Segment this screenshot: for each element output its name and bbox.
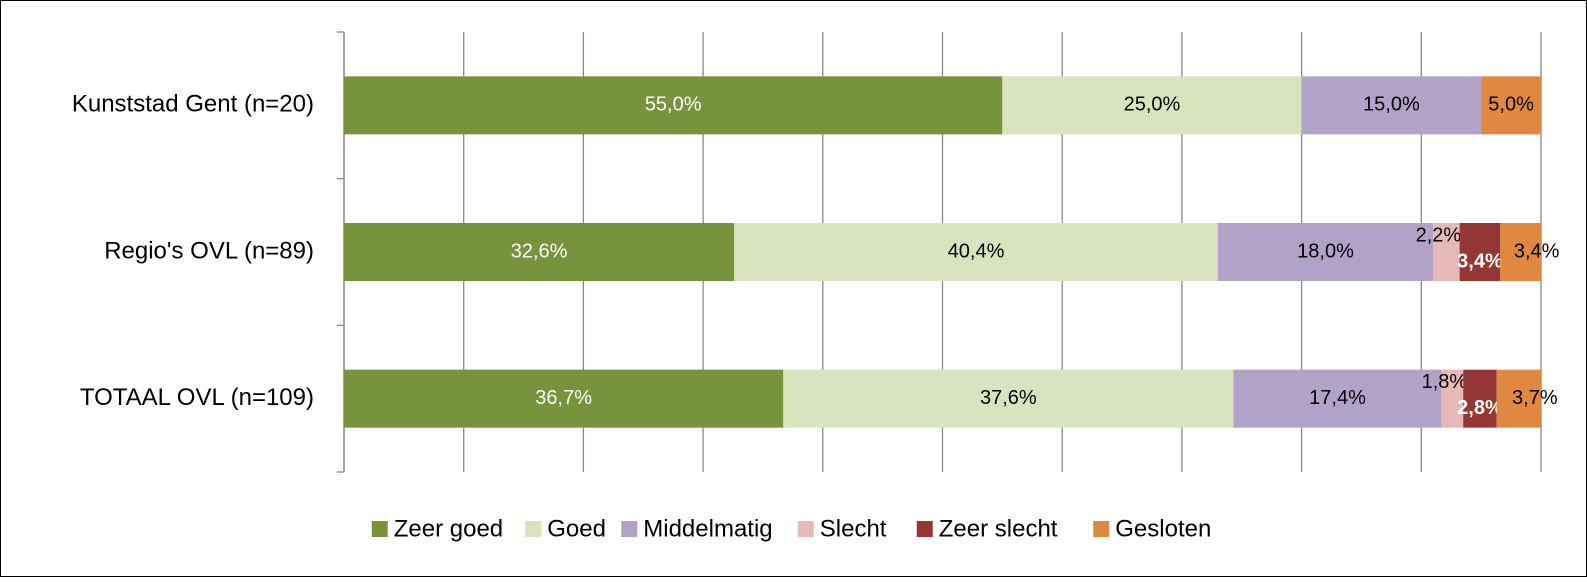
- bar-segment: [1433, 223, 1460, 281]
- legend-label: Zeer goed: [394, 515, 503, 542]
- bar-segment: [1301, 76, 1482, 135]
- bar-segment: [734, 223, 1218, 281]
- data-label: 36,7%: [535, 387, 592, 409]
- bar-segment: [344, 76, 1003, 135]
- bar-segment: [344, 369, 784, 428]
- legend-label: Zeer slecht: [939, 515, 1058, 542]
- bar-segment: [1496, 369, 1541, 428]
- bar-segment: [1481, 76, 1541, 135]
- data-label: 5,0%: [1488, 94, 1534, 116]
- data-label: 15,0%: [1363, 94, 1420, 116]
- y-tick-label: Regio's OVL (n=89): [104, 237, 314, 264]
- data-label: 55,0%: [645, 94, 702, 116]
- bar-segment: [783, 369, 1234, 428]
- bar-segment: [1500, 223, 1541, 281]
- legend-swatch: [916, 521, 933, 537]
- legend-label: Gesloten: [1115, 515, 1211, 542]
- bar-segment: [1459, 223, 1501, 281]
- data-label: 2,8%: [1457, 397, 1503, 419]
- data-label: 37,6%: [980, 387, 1037, 409]
- y-tick-label: TOTAAL OVL (n=109): [80, 384, 314, 411]
- legend-swatch: [1093, 521, 1110, 537]
- data-label: 18,0%: [1297, 240, 1354, 262]
- bar-segment: [344, 223, 735, 281]
- legend-label: Goed: [547, 515, 606, 542]
- legend-swatch: [621, 521, 638, 537]
- data-label: 3,4%: [1457, 250, 1503, 272]
- bar-segment: [1217, 223, 1434, 281]
- bar-segment: [1233, 369, 1442, 428]
- data-label: 2,2%: [1416, 224, 1462, 246]
- y-tick-label: Kunststad Gent (n=20): [72, 91, 314, 118]
- legend-label: Slecht: [820, 515, 887, 542]
- data-label: 25,0%: [1124, 94, 1181, 116]
- data-label: 3,7%: [1512, 387, 1558, 409]
- data-label: 17,4%: [1309, 387, 1366, 409]
- bar-segment: [1441, 369, 1464, 428]
- legend-swatch: [525, 521, 542, 537]
- data-label: 32,6%: [511, 240, 568, 262]
- legend-swatch: [371, 521, 388, 537]
- legend-swatch: [797, 521, 814, 537]
- bar-segment: [1002, 76, 1302, 135]
- legend-label: Middelmatig: [643, 515, 772, 542]
- data-label: 3,4%: [1514, 240, 1560, 262]
- data-label: 40,4%: [948, 240, 1005, 262]
- bar-segment: [1463, 369, 1497, 428]
- data-label: 1,8%: [1422, 371, 1468, 393]
